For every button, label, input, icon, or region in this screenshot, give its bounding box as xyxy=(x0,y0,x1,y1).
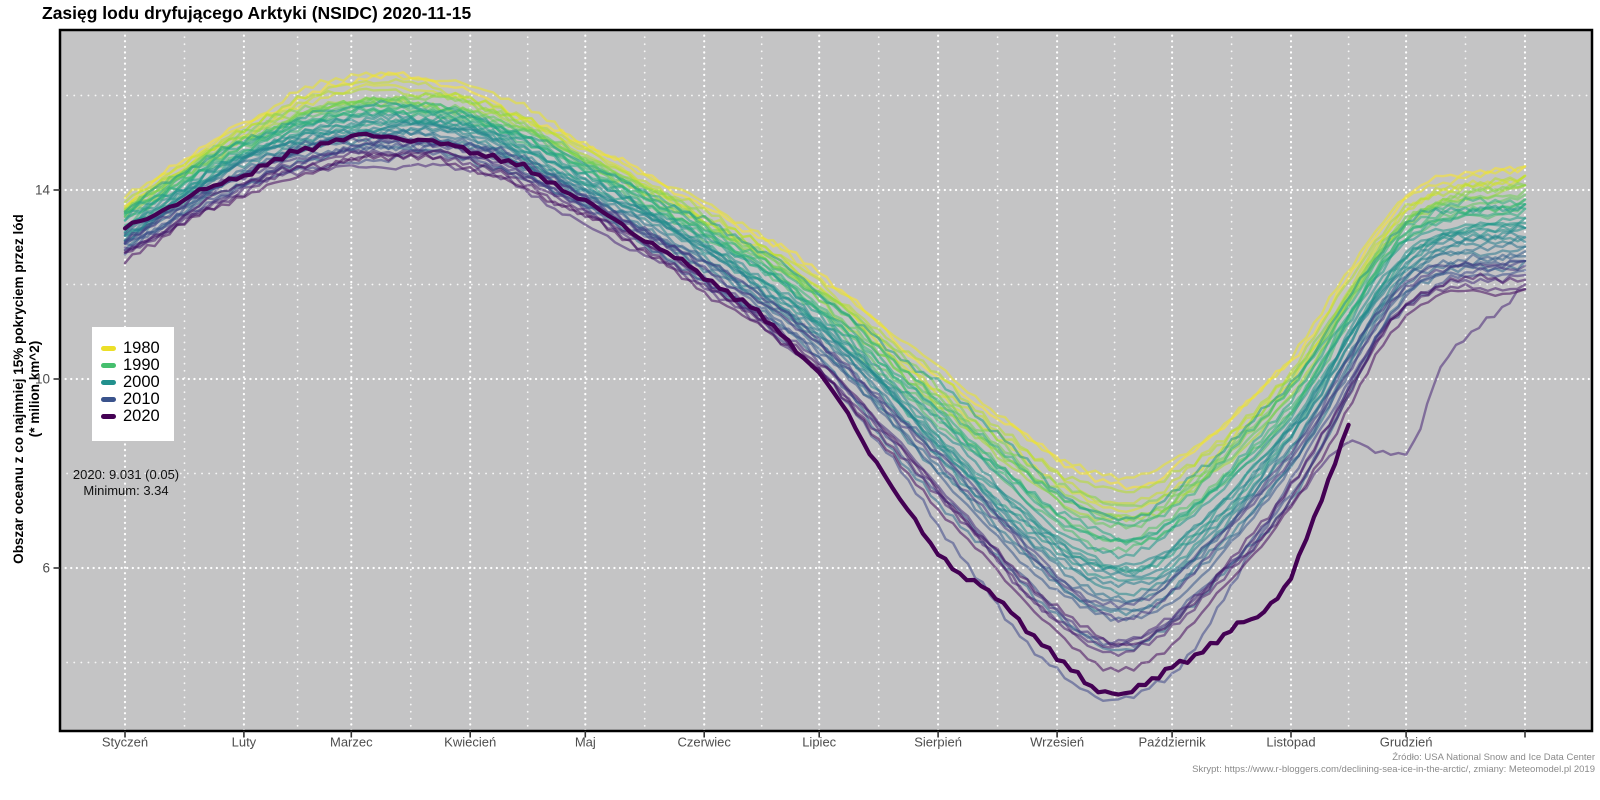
series-line-1980 xyxy=(123,71,1527,482)
series-line-1982 xyxy=(123,78,1527,505)
y-tick-label: 6 xyxy=(42,561,50,576)
series-line-1991 xyxy=(123,104,1527,546)
x-tick-label-Październik: Październik xyxy=(1138,735,1206,750)
legend-label-2010: 2010 xyxy=(123,390,160,408)
x-tick-label-Maj: Maj xyxy=(575,735,596,750)
legend-label-2020: 2020 xyxy=(123,407,160,425)
legend-swatch-2000 xyxy=(101,380,116,385)
x-tick-label-Wrzesień: Wrzesień xyxy=(1030,735,1084,750)
x-tick-label-Marzec: Marzec xyxy=(330,735,373,750)
legend-swatch-1980 xyxy=(101,346,116,351)
x-tick-label-Grudzień: Grudzień xyxy=(1380,735,1433,750)
series-line-2020 xyxy=(122,131,1351,697)
legend-entry-2020: 2020 xyxy=(101,408,174,425)
legend-label-1980: 1980 xyxy=(123,339,160,357)
x-tick-label-Luty: Luty xyxy=(232,735,257,750)
source-credit: Źródło: USA National Snow and Ice Data C… xyxy=(1192,752,1595,776)
x-tick-label-Sierpień: Sierpień xyxy=(914,735,962,750)
series-line-2014 xyxy=(123,138,1527,623)
legend-entry-2000: 2000 xyxy=(101,374,174,391)
series-line-1996 xyxy=(123,99,1527,522)
legend-label-1990: 1990 xyxy=(123,356,160,374)
annotation-current-value: 2020: 9.031 (0.05) xyxy=(72,467,180,482)
annotation-minimum: Minimum: 3.34 xyxy=(83,483,169,498)
y-tick-label: 10 xyxy=(35,372,50,387)
script-line: Skrypt: https://www.r-bloggers.com/decli… xyxy=(1192,764,1595,775)
annotation-2020: 2020: 9.031 (0.05) Minimum: 3.34 xyxy=(50,467,202,499)
x-tick-label-Czerwiec: Czerwiec xyxy=(677,735,731,750)
series-line-2001 xyxy=(123,117,1527,571)
series-line-2019 xyxy=(123,153,1527,673)
series-line-2018 xyxy=(123,148,1527,647)
legend-swatch-2010 xyxy=(101,397,116,402)
chart-title: Zasięg lodu dryfującego Arktyki (NSIDC) … xyxy=(42,3,472,23)
legend-entry-2010: 2010 xyxy=(101,391,174,408)
x-tick-label-Listopad: Listopad xyxy=(1266,735,1315,750)
x-tick-label-Styczeń: Styczeń xyxy=(102,735,148,750)
source-line: Źródło: USA National Snow and Ice Data C… xyxy=(1392,752,1595,763)
legend: 1980 1990 2000 2010 2020 xyxy=(92,327,174,441)
x-tick-label-Lipiec: Lipiec xyxy=(802,735,836,750)
legend-entry-1980: 1980 xyxy=(101,340,174,357)
series-line-2006 xyxy=(123,129,1527,604)
legend-label-2000: 2000 xyxy=(123,373,160,391)
series-line-1997 xyxy=(123,110,1527,560)
legend-swatch-2020 xyxy=(101,414,116,419)
x-tick-label-Kwiecień: Kwiecień xyxy=(444,735,496,750)
legend-entry-1990: 1990 xyxy=(101,357,174,374)
chart-panel-border xyxy=(58,28,1594,733)
y-tick-label: 14 xyxy=(35,183,51,198)
legend-swatch-1990 xyxy=(101,363,116,368)
